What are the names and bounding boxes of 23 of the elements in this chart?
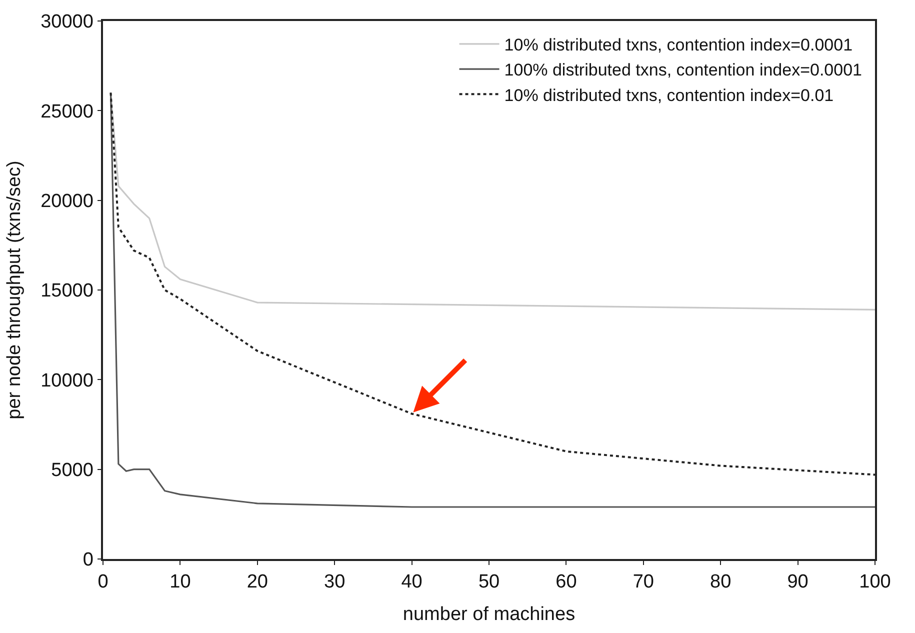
legend-label: 10% distributed txns, contention index=0.0001 — [504, 36, 853, 55]
x-tick-label: 70 — [632, 572, 654, 593]
y-axis-title: per node throughput (txns/sec) — [4, 160, 25, 420]
x-tick-label: 10 — [170, 572, 191, 593]
y-tick-label: 25000 — [40, 101, 94, 122]
y-tick-label: 10000 — [40, 370, 94, 392]
x-tick-label: 30 — [324, 572, 346, 593]
x-tick-label: 80 — [710, 572, 732, 593]
x-tick-label: 90 — [787, 572, 808, 593]
x-tick-label: 0 — [98, 572, 108, 593]
y-tick-label: 5000 — [51, 460, 94, 481]
legend-label: 10% distributed txns, contention index=0.01 — [504, 86, 834, 105]
y-tick-label: 15000 — [40, 280, 94, 302]
x-tick-label: 20 — [246, 572, 268, 593]
x-tick-label: 40 — [401, 572, 422, 593]
y-tick-label: 20000 — [40, 190, 94, 212]
x-tick-label: 50 — [478, 572, 500, 593]
x-tick-label: 60 — [556, 572, 577, 593]
y-tick-label: 30000 — [40, 12, 94, 33]
x-axis-title: number of machines — [402, 604, 576, 625]
x-tick-label: 100 — [859, 572, 891, 593]
legend-label: 100% distributed txns, contention index=0.0001 — [504, 60, 862, 80]
y-tick-label: 0 — [82, 550, 94, 571]
